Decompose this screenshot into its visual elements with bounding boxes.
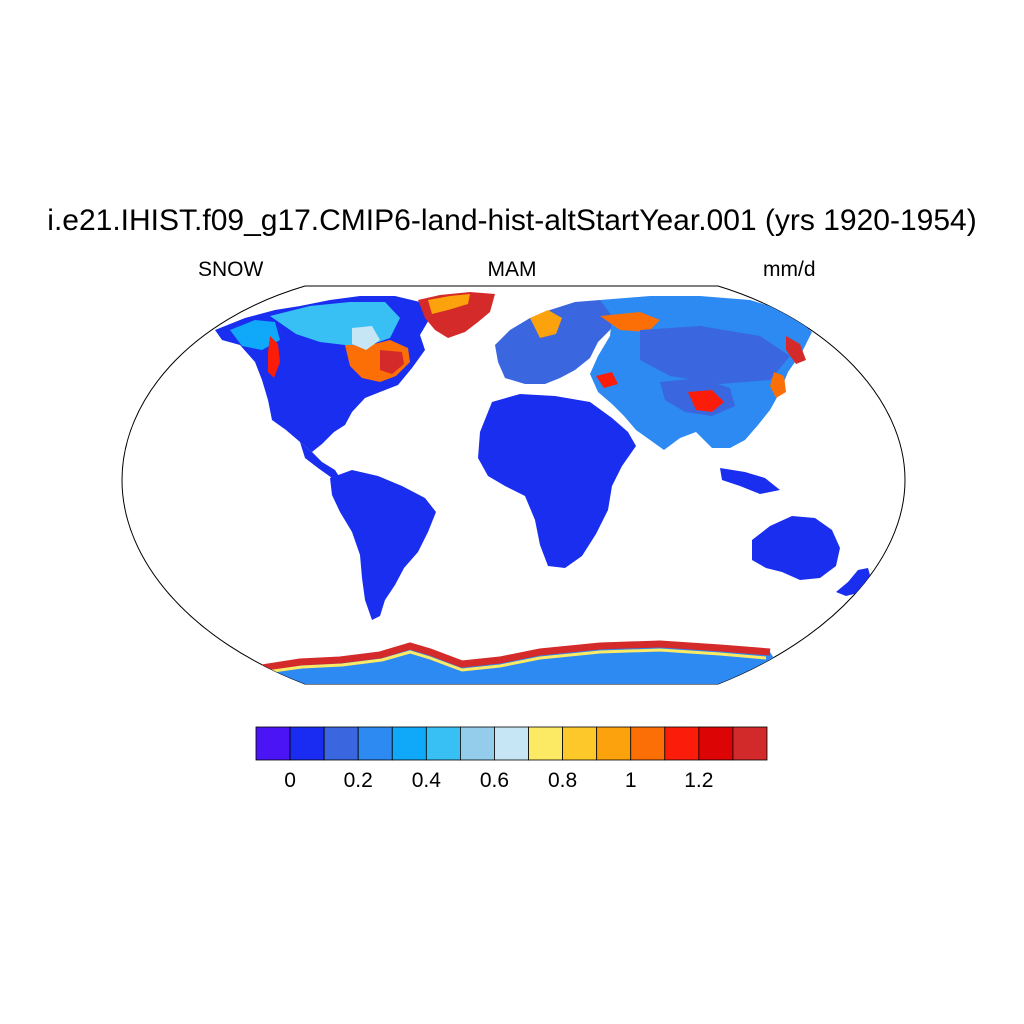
units-label: mm/d [763, 258, 816, 281]
southeast-asia-islands [720, 468, 780, 494]
colorbar-swatch [289, 726, 325, 761]
australia-landmass [752, 516, 840, 580]
colorbar-swatch [494, 726, 529, 761]
colorbar-tick-labels: 0 0.2 0.4 0.6 0.8 1 1.2 [284, 769, 713, 792]
colorbar-tick-label: 0.8 [548, 769, 577, 792]
siberia-snow [600, 312, 660, 332]
colorbar-swatch [425, 726, 461, 761]
kamchatka-snow [786, 336, 806, 364]
colorbar [255, 726, 768, 761]
colorbar-tick-label: 0 [284, 769, 296, 792]
colorbar-swatch [255, 726, 291, 761]
variable-label: SNOW [198, 258, 264, 281]
colorbar-swatch [323, 726, 359, 761]
africa-landmass [478, 394, 636, 568]
pacific-coast-snow [268, 336, 280, 378]
colorbar-tick-label: 0.4 [412, 769, 442, 792]
tibet-snow-core [688, 390, 724, 412]
colorbar-tick-label: 0.6 [480, 769, 509, 792]
alps-caucasus-snow [596, 372, 618, 388]
colorbar-tick-label: 1 [625, 769, 637, 792]
south-america-landmass [330, 470, 436, 620]
greenland-coast-snow [428, 294, 470, 314]
quebec-labrador-core [380, 350, 404, 374]
japan-snow [770, 372, 786, 398]
hudson-bay-snow [352, 326, 380, 350]
colorbar-swatch [528, 726, 563, 761]
colorbar-tick-label: 1.2 [684, 769, 713, 792]
scandinavia-snow [530, 310, 562, 338]
colorbar-swatch [459, 726, 495, 761]
colorbar-swatch [596, 726, 632, 761]
colorbar-tick-label: 0.2 [344, 769, 373, 792]
map-title: i.e21.IHIST.f09_g17.CMIP6-land-hist-altS… [47, 204, 977, 237]
siberia-snow-2 [640, 326, 790, 384]
antarctica-coastal-band-inner [265, 648, 767, 674]
alaska-snow [230, 320, 280, 350]
land-layer [215, 292, 872, 684]
colorbar-swatch [391, 726, 427, 761]
europe-landmass [495, 300, 620, 384]
season-label: MAM [487, 258, 537, 281]
colorbar-swatch [664, 726, 700, 761]
colorbar-swatch [732, 726, 768, 761]
colorbar-swatch [562, 726, 598, 761]
colorbar-swatch [357, 726, 393, 761]
colorbar-swatch [698, 726, 734, 761]
central-america-landmass [300, 442, 340, 478]
antarctica-coastal-band [261, 640, 771, 672]
colorbar-swatch [630, 726, 666, 761]
